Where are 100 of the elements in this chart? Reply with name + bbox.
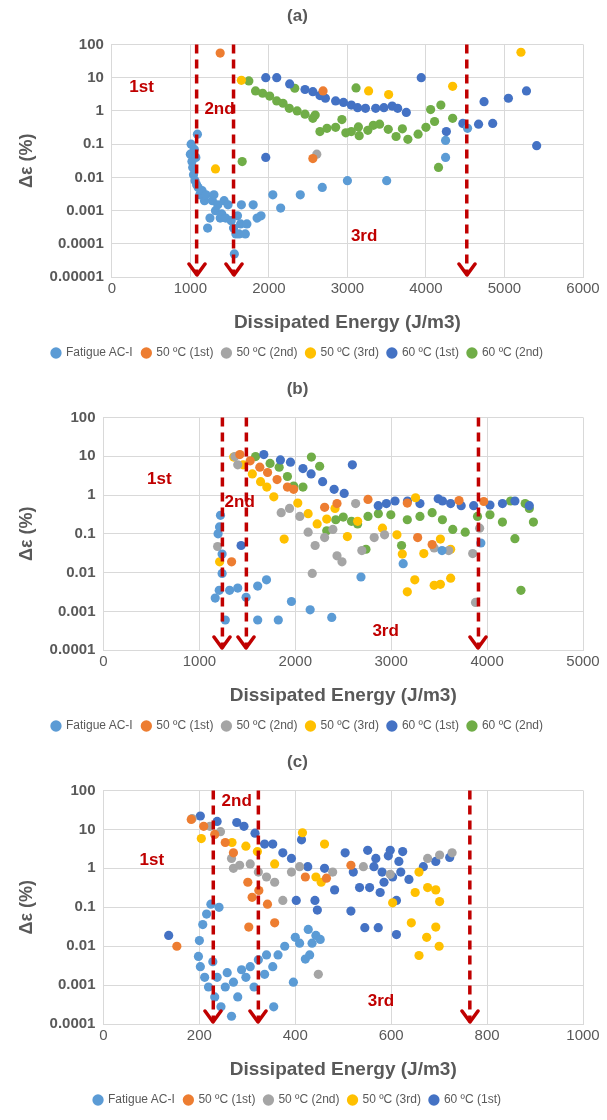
point — [312, 905, 322, 915]
point — [305, 950, 315, 960]
point — [394, 856, 404, 867]
point — [393, 103, 403, 113]
point — [319, 863, 330, 873]
y-axis-title: Δε (%) — [15, 506, 36, 562]
point — [327, 612, 337, 623]
point — [285, 457, 296, 467]
point — [209, 190, 219, 200]
point — [262, 899, 273, 909]
point — [273, 950, 283, 960]
point — [310, 540, 320, 551]
point — [284, 103, 294, 113]
point — [322, 123, 332, 133]
x-axis-title: Dissipated Energy (J/m3) — [229, 683, 457, 705]
point — [528, 517, 539, 527]
point — [358, 862, 368, 872]
x-tick-label: 0 — [99, 1026, 108, 1044]
point — [172, 941, 182, 951]
point — [250, 828, 260, 838]
point — [410, 575, 420, 585]
point — [227, 557, 237, 567]
point — [427, 539, 437, 550]
y-tick-label: 0.001 — [57, 975, 96, 993]
point — [253, 581, 263, 591]
annotation: 1st — [129, 76, 155, 96]
point — [379, 877, 389, 887]
chart-title: (a) — [287, 5, 308, 25]
point — [276, 203, 286, 213]
point — [214, 902, 224, 912]
point — [265, 91, 275, 101]
point — [340, 848, 350, 858]
point — [360, 923, 370, 933]
point — [233, 583, 243, 593]
point — [269, 1002, 279, 1012]
point — [215, 48, 225, 58]
point — [375, 119, 385, 129]
y-tick-label: 100 — [78, 34, 104, 52]
point — [398, 846, 408, 857]
point — [265, 458, 275, 469]
x-tick-label: 600 — [378, 1026, 404, 1044]
x-tick-label: 800 — [474, 1026, 500, 1044]
annotation: 1st — [139, 850, 165, 870]
point — [247, 892, 257, 902]
point — [328, 524, 338, 534]
y-tick-label: 0.001 — [57, 601, 96, 619]
legend-label: 50 ºC (1st) — [156, 345, 214, 360]
point — [423, 883, 433, 893]
point — [220, 837, 230, 848]
point — [363, 511, 373, 522]
point — [261, 73, 271, 83]
point — [269, 492, 279, 502]
point — [226, 1011, 237, 1021]
point — [318, 477, 328, 487]
annotation: 3rd — [350, 225, 378, 245]
point — [307, 938, 317, 948]
x-tick-label: 2000 — [252, 279, 286, 297]
point — [295, 190, 305, 200]
point — [247, 469, 257, 479]
point — [386, 510, 396, 520]
point — [398, 559, 408, 569]
point — [313, 969, 323, 979]
point — [373, 923, 383, 933]
legend-label: 60 ºC (2nd) — [481, 718, 544, 733]
point — [402, 587, 412, 597]
point — [270, 918, 280, 928]
legend-label: 50 ºC (2nd) — [236, 718, 298, 733]
point — [431, 885, 441, 895]
point — [306, 469, 316, 479]
x-tick-label: 6000 — [566, 279, 600, 297]
point — [460, 527, 470, 537]
point — [196, 833, 206, 844]
point — [410, 887, 420, 898]
point — [447, 848, 457, 858]
y-tick-label: 10 — [78, 446, 96, 464]
point — [164, 930, 174, 941]
point — [354, 883, 365, 893]
point — [321, 873, 332, 883]
x-tick-label: 400 — [282, 1026, 308, 1044]
point — [232, 817, 242, 828]
point — [437, 515, 447, 525]
point — [337, 557, 347, 567]
point — [275, 455, 286, 465]
point — [200, 972, 210, 982]
point — [422, 932, 432, 942]
point — [258, 88, 268, 98]
annotation: 2nd — [221, 790, 252, 810]
point — [402, 515, 412, 525]
point — [373, 501, 383, 511]
point — [262, 467, 273, 478]
point — [300, 872, 310, 882]
point — [295, 511, 305, 522]
point — [236, 965, 247, 975]
annotation: 3rd — [372, 621, 399, 641]
x-tick-label: 0 — [99, 652, 108, 670]
point — [233, 992, 243, 1002]
point — [244, 922, 254, 932]
point — [488, 118, 498, 129]
point — [468, 548, 478, 559]
point — [473, 119, 484, 129]
